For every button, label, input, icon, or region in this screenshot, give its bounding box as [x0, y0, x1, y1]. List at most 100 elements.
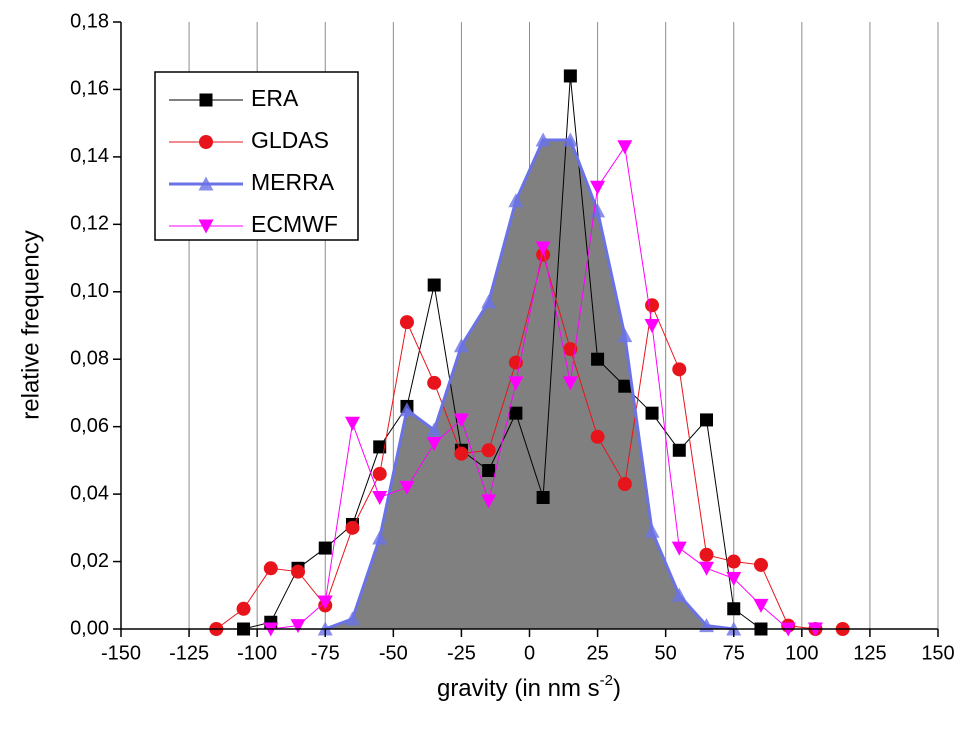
marker — [481, 443, 496, 458]
marker — [318, 541, 332, 555]
x-tick-label: -150 — [101, 642, 141, 664]
y-tick-label: 0,04 — [70, 482, 109, 504]
marker — [671, 541, 687, 556]
marker — [399, 480, 415, 495]
x-tick-label: 125 — [853, 642, 886, 664]
y-tick-label: 0,08 — [70, 348, 109, 370]
marker — [700, 413, 714, 427]
marker — [454, 446, 469, 461]
marker — [426, 422, 442, 437]
area — [325, 140, 734, 629]
y-tick-label: 0,18 — [70, 10, 109, 32]
x-tick-label: -50 — [379, 642, 408, 664]
marker — [482, 464, 496, 478]
marker — [699, 547, 714, 562]
y-tick-label: 0,10 — [70, 280, 109, 302]
x-tick-label: -75 — [311, 642, 340, 664]
series — [209, 247, 850, 636]
marker — [372, 466, 387, 481]
marker — [591, 352, 605, 366]
y-tick-label: 0,14 — [70, 145, 109, 167]
marker — [536, 490, 550, 504]
x-axis-title: gravity (in nm s-2) — [437, 672, 621, 702]
legend-label: ERA — [251, 85, 299, 111]
marker — [508, 193, 524, 208]
y-axis-title: relative frequency — [17, 230, 44, 419]
legend-label: ECMWF — [251, 211, 338, 237]
marker — [535, 132, 551, 147]
marker — [453, 413, 469, 428]
marker — [372, 530, 388, 545]
marker — [426, 437, 442, 452]
x-tick-label: -25 — [447, 642, 476, 664]
x-tick-label: -100 — [237, 642, 277, 664]
marker — [671, 587, 687, 602]
marker — [198, 176, 214, 191]
axes: -150 -125 -100 -75 -50 -25 0 25 50 75 100 125 150 0,0… — [70, 10, 955, 664]
marker — [198, 219, 214, 234]
marker — [726, 554, 741, 569]
marker — [590, 429, 605, 444]
marker — [481, 494, 497, 509]
x-tick-label: -125 — [169, 642, 209, 664]
marker — [199, 135, 213, 149]
marker — [563, 69, 577, 83]
marker — [236, 601, 251, 616]
x-tick-label: 50 — [655, 642, 677, 664]
y-tick-label: 0,02 — [70, 550, 109, 572]
marker — [562, 376, 578, 391]
y-tick-label: 0,00 — [70, 617, 109, 639]
legend-label: GLDAS — [251, 127, 329, 153]
marker — [344, 611, 360, 626]
x-tick-label: 150 — [921, 642, 954, 664]
x-tick-label: 75 — [723, 642, 745, 664]
marker — [509, 406, 523, 420]
marker — [535, 241, 551, 256]
marker — [617, 328, 633, 343]
marker — [645, 298, 660, 313]
marker — [699, 561, 715, 576]
series — [317, 132, 742, 636]
marker — [618, 379, 632, 393]
marker — [453, 338, 469, 353]
marker — [345, 520, 360, 535]
y-tick-label: 0,12 — [70, 213, 109, 235]
marker — [645, 406, 659, 420]
marker — [372, 490, 388, 505]
marker — [399, 315, 414, 330]
marker — [344, 416, 360, 431]
marker — [563, 342, 578, 357]
marker — [317, 595, 333, 610]
marker — [399, 402, 415, 417]
marker — [644, 319, 660, 333]
y-tick-label: 0,06 — [70, 415, 109, 437]
x-tick-label: 0 — [524, 642, 535, 664]
marker — [753, 557, 768, 572]
x-axis-title-text: gravity (in nm s — [437, 675, 600, 702]
line — [324, 138, 734, 631]
x-axis-title-superscript: -2 — [600, 672, 613, 689]
marker — [373, 440, 387, 454]
marker — [562, 132, 578, 147]
marker — [481, 294, 497, 309]
marker — [617, 476, 632, 491]
marker — [617, 140, 633, 155]
marker — [727, 602, 741, 616]
marker — [590, 180, 606, 195]
marker — [753, 598, 769, 613]
marker — [672, 362, 687, 377]
marker — [644, 523, 660, 538]
marker — [672, 443, 686, 457]
legend: ERA GLDAS MERRA ECMWF — [154, 71, 359, 241]
x-tick-label: 25 — [586, 642, 608, 664]
x-axis-title-close: ) — [613, 675, 621, 702]
series — [263, 140, 823, 637]
y-tick-label: 0,16 — [70, 78, 109, 100]
marker — [427, 375, 442, 390]
marker — [508, 376, 524, 391]
marker — [199, 93, 213, 107]
marker — [291, 564, 306, 579]
marker — [726, 571, 742, 586]
